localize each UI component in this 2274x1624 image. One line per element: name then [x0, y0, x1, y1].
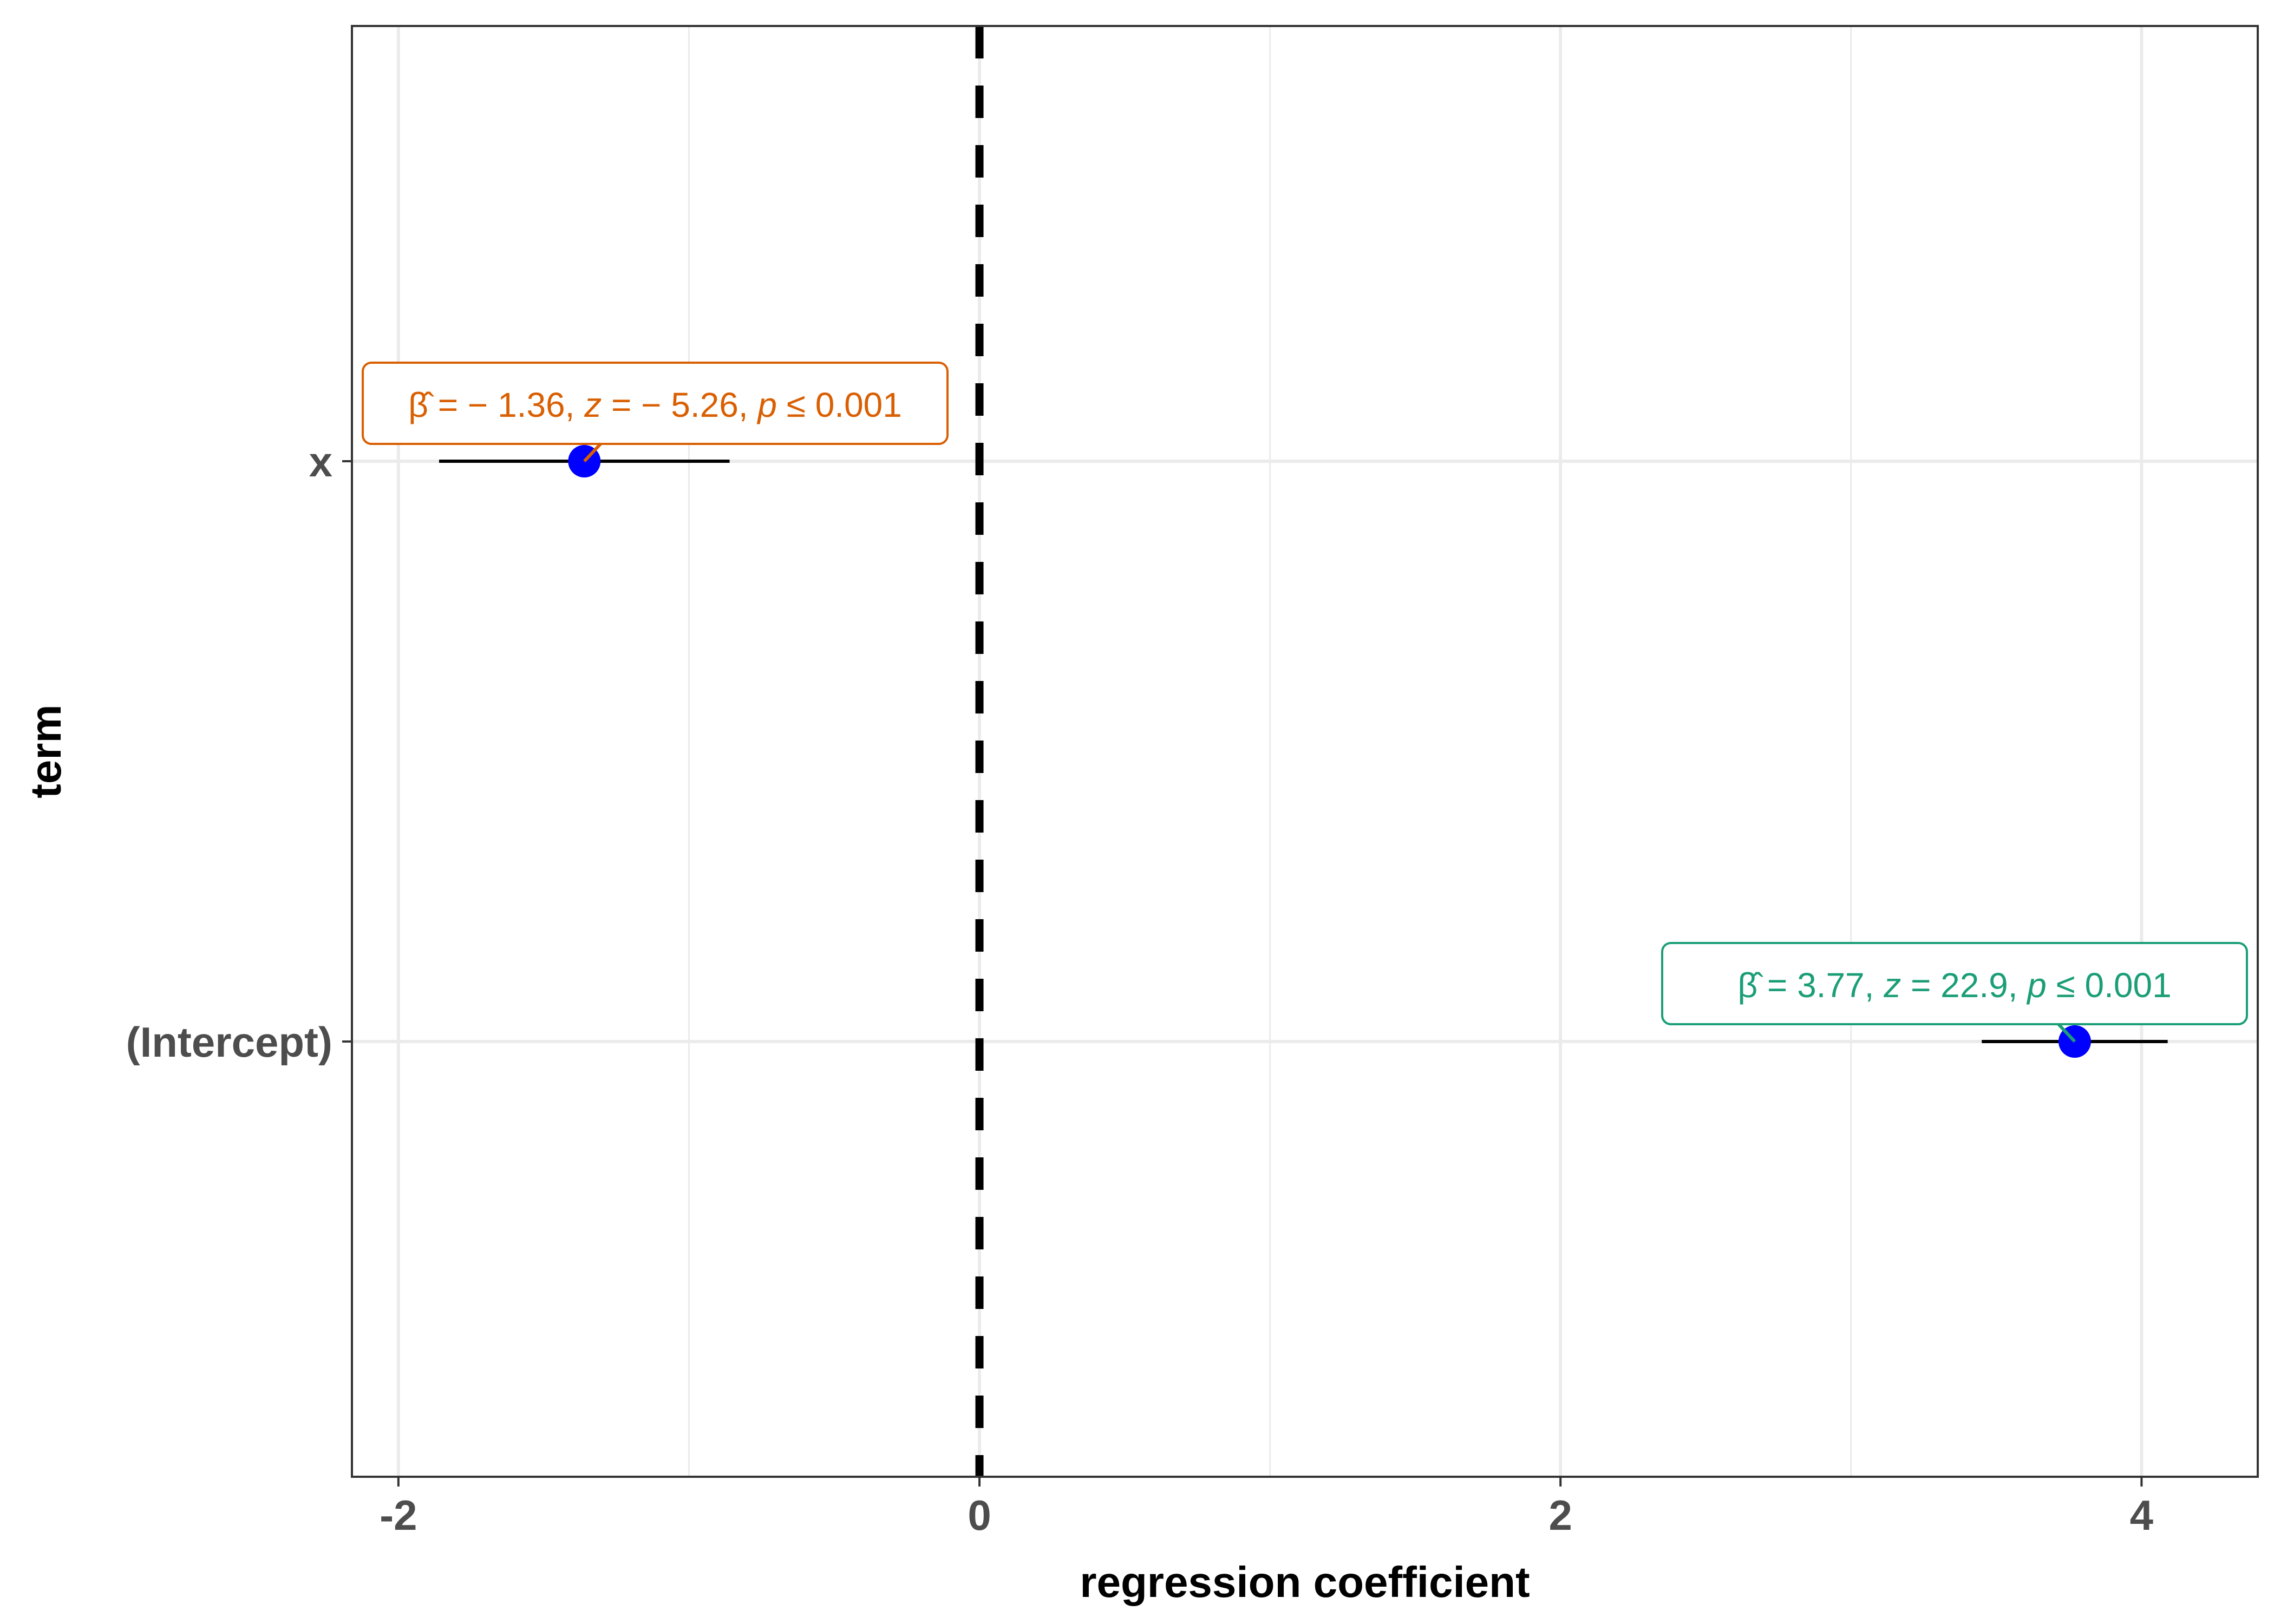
y-tick-label: (Intercept) [126, 1018, 332, 1066]
label-value: ≤ 0.001 [777, 385, 902, 424]
x-tick-label: 4 [2130, 1491, 2153, 1539]
axes: -2 0 2 4 x (Intercept) [126, 438, 2153, 1539]
label-connector [583, 442, 602, 463]
z-symbol: z [1883, 966, 1901, 1005]
x-axis-title: regression coefficient [1080, 1558, 1530, 1606]
plot-border [351, 25, 2259, 1478]
label-value: = 22.9, [1901, 966, 2027, 1005]
label-value: = − 1.36, [428, 385, 584, 424]
label-value: ≤ 0.001 [2047, 966, 2172, 1005]
data-label-box [362, 362, 949, 445]
data-labels: β̂ = − 1.36, z = − 5.26, p ≤ 0.001 β̂ = 3… [362, 362, 2248, 1043]
z-symbol: z [584, 385, 602, 424]
x-tick-label: 2 [1548, 1491, 1572, 1539]
p-symbol: p [2026, 966, 2047, 1005]
label-value: = − 5.26, [602, 385, 757, 424]
data-label-box [1661, 942, 2248, 1025]
data-label: β̂ = − 1.36, z = − 5.26, p ≤ 0.001 [408, 385, 902, 424]
y-tick-label: x [309, 438, 332, 486]
p-symbol: p [756, 385, 777, 424]
data-label: β̂ = 3.77, z = 22.9, p ≤ 0.001 [1737, 966, 2171, 1005]
label-connector [2057, 1023, 2076, 1043]
x-tick-label: 0 [968, 1491, 991, 1539]
y-axis-title: term [22, 704, 70, 798]
x-tick-label: -2 [380, 1491, 417, 1539]
label-value: = 3.77, [1757, 966, 1884, 1005]
